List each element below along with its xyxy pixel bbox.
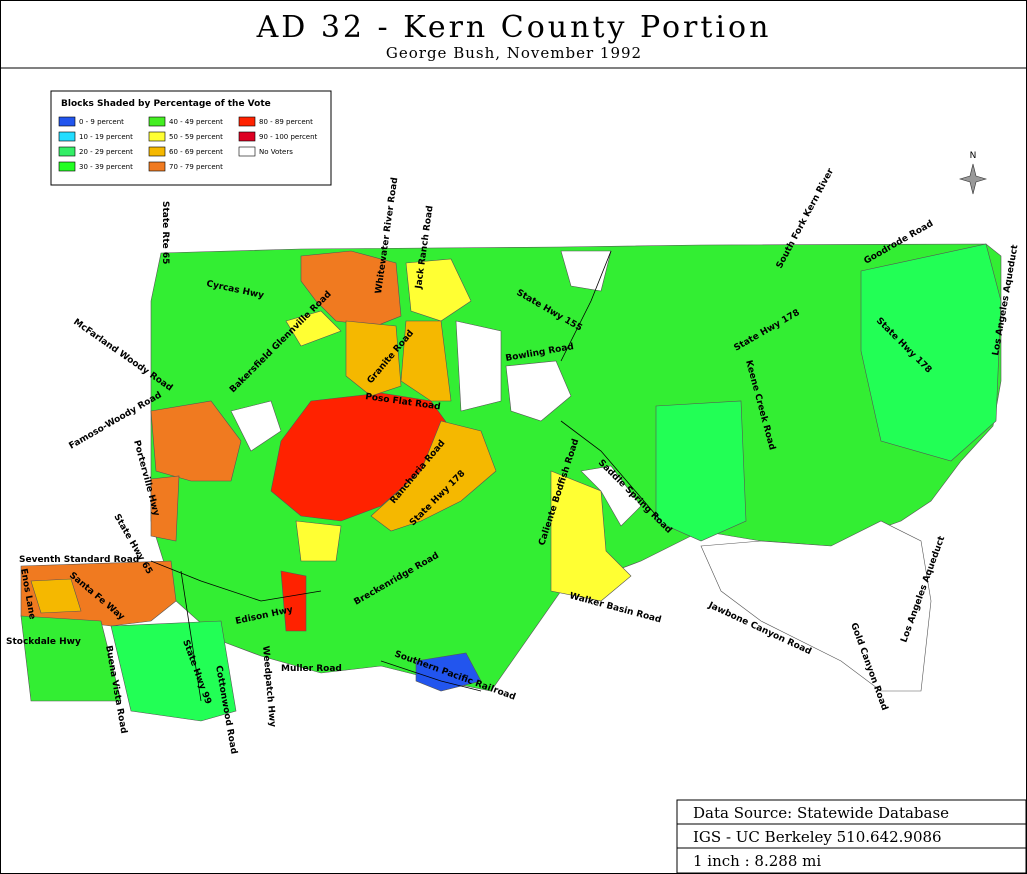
legend-swatch [148, 146, 166, 157]
legend-label: 70 - 79 percent [169, 163, 223, 171]
legend-label: 90 - 100 percent [259, 133, 318, 141]
legend-swatch [148, 116, 166, 127]
road-label: State Rte 65 [160, 201, 170, 264]
info-line: Data Source: Statewide Database [693, 804, 949, 822]
info-box [676, 799, 1026, 873]
compass-rose [958, 163, 988, 195]
legend-label: 50 - 59 percent [169, 133, 223, 141]
legend-swatch [238, 146, 256, 157]
legend-label: 0 - 9 percent [79, 118, 124, 126]
info-line: IGS - UC Berkeley 510.642.9086 [693, 828, 942, 846]
road-label: Muller Road [281, 664, 342, 674]
legend-swatch [238, 116, 256, 127]
road-label: Seventh Standard Road [19, 555, 139, 565]
legend-label: 60 - 69 percent [169, 148, 223, 156]
legend-label: 30 - 39 percent [79, 163, 133, 171]
road-lines [150, 250, 662, 702]
info-line: 1 inch : 8.288 mi [693, 852, 821, 870]
legend-swatch [148, 131, 166, 142]
legend-swatch [58, 146, 76, 157]
map-regions [20, 243, 1002, 722]
legend-swatch [58, 116, 76, 127]
legend-label: No Voters [259, 148, 293, 156]
legend-label: 80 - 89 percent [259, 118, 313, 126]
legend-box [50, 90, 332, 186]
title: AD 32 - Kern County Portion [256, 10, 772, 45]
legend-swatch [58, 131, 76, 142]
legend-label: 40 - 49 percent [169, 118, 223, 126]
legend-title: Blocks Shaded by Percentage of the Vote [61, 99, 271, 109]
legend-swatch [148, 161, 166, 172]
legend-label: 20 - 29 percent [79, 148, 133, 156]
legend-swatch [58, 161, 76, 172]
road-label: Famoso-Woody Road [68, 390, 164, 451]
subtitle: George Bush, November 1992 [386, 44, 642, 62]
road-label: Stockdale Hwy [6, 637, 81, 647]
legend-swatch [238, 131, 256, 142]
road-label: Walker Basin Road [568, 591, 662, 625]
legend-label: 10 - 19 percent [79, 133, 133, 141]
compass-label: N [970, 151, 977, 161]
